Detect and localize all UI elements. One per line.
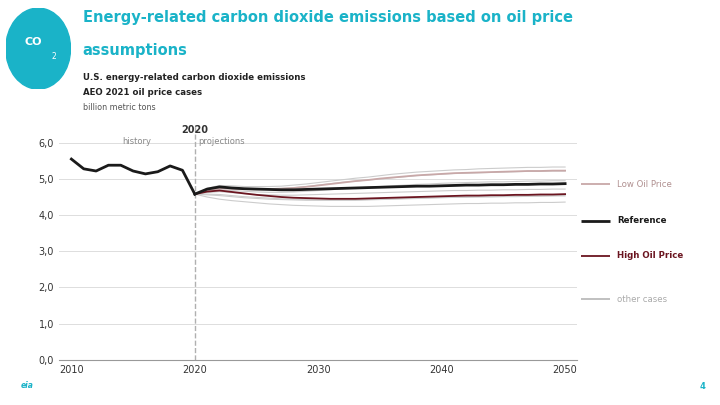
Text: Low Oil Price: Low Oil Price <box>617 180 672 189</box>
Text: Annual Energy Outlook 2021: Annual Energy Outlook 2021 <box>279 383 380 390</box>
Text: Energy-related carbon dioxide emissions based on oil price: Energy-related carbon dioxide emissions … <box>83 10 573 25</box>
Text: High Oil Price: High Oil Price <box>617 251 683 260</box>
Text: (AEO2021): (AEO2021) <box>400 383 440 390</box>
Text: Reference: Reference <box>617 216 667 226</box>
Text: billion metric tons: billion metric tons <box>83 103 156 112</box>
Circle shape <box>428 372 720 401</box>
Text: 2020: 2020 <box>181 125 208 135</box>
Text: AEO 2021 oil price cases: AEO 2021 oil price cases <box>83 88 202 97</box>
Text: 4: 4 <box>699 382 705 391</box>
Text: Source: U.S. Energy Information Administration,: Source: U.S. Energy Information Administ… <box>65 384 235 389</box>
Text: projections: projections <box>199 137 245 147</box>
Text: history: history <box>122 137 152 147</box>
Text: eia: eia <box>21 381 34 390</box>
Text: 2: 2 <box>51 52 56 61</box>
Text: U.S. energy-related carbon dioxide emissions: U.S. energy-related carbon dioxide emiss… <box>83 73 305 82</box>
Circle shape <box>6 8 71 89</box>
Text: CO: CO <box>24 37 42 47</box>
Text: www.eia.gov/aeo: www.eia.gov/aeo <box>590 384 650 389</box>
Circle shape <box>0 372 301 401</box>
Text: other cases: other cases <box>617 295 667 304</box>
Text: assumptions: assumptions <box>83 43 188 58</box>
